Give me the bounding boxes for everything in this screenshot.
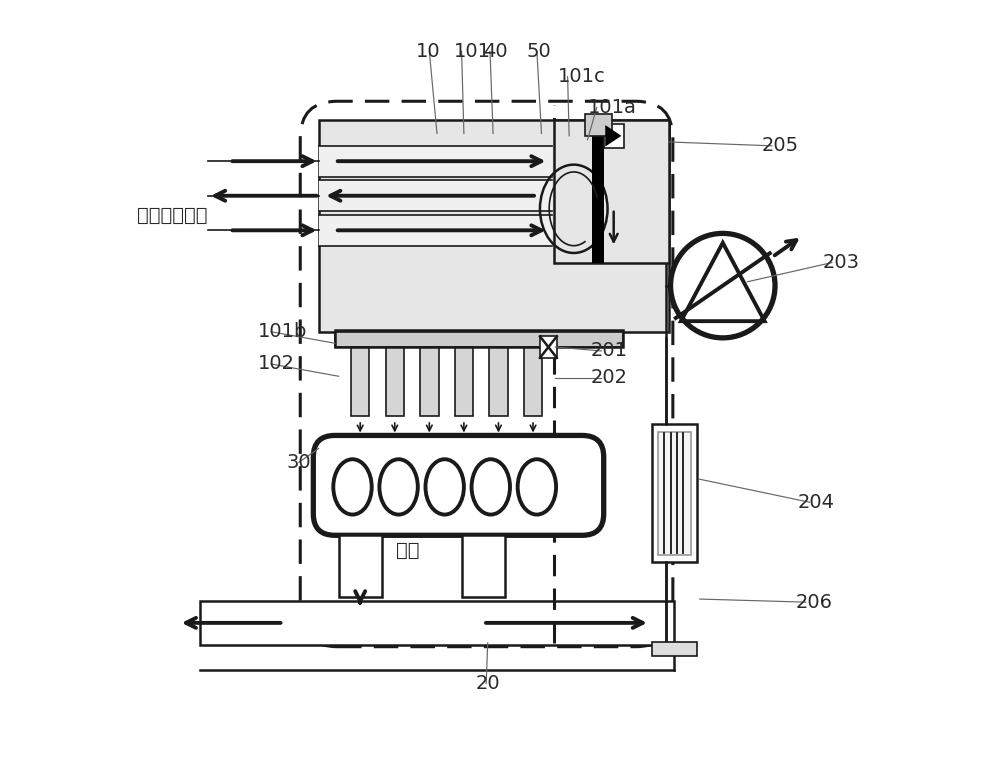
Ellipse shape [379, 460, 418, 514]
Bar [540, 336, 557, 358]
Text: 新鲜空气进气: 新鲜空气进气 [137, 205, 208, 224]
Ellipse shape [425, 460, 464, 514]
Text: 30: 30 [286, 453, 311, 472]
Bar [319, 180, 552, 211]
Ellipse shape [472, 460, 510, 514]
Ellipse shape [333, 460, 372, 514]
Text: 101: 101 [454, 42, 491, 61]
Bar [489, 347, 508, 416]
Bar [339, 535, 382, 597]
Bar [455, 347, 473, 416]
Bar [319, 146, 552, 177]
Text: 101b: 101b [258, 322, 307, 342]
Bar [335, 330, 623, 347]
Bar [524, 347, 542, 416]
Bar [652, 642, 697, 656]
Bar [386, 347, 404, 416]
Bar [585, 114, 612, 136]
Bar [652, 424, 697, 562]
Bar [335, 332, 623, 347]
Text: 204: 204 [798, 493, 835, 512]
Text: 203: 203 [823, 253, 860, 272]
Bar [592, 118, 604, 263]
Text: 206: 206 [796, 593, 833, 611]
Bar [462, 535, 505, 597]
Text: 50: 50 [527, 42, 552, 61]
Bar [420, 347, 439, 416]
Polygon shape [605, 125, 621, 146]
Bar [554, 120, 669, 263]
Text: 205: 205 [761, 136, 798, 155]
Bar [200, 601, 674, 645]
FancyBboxPatch shape [313, 436, 604, 535]
Text: 废气: 废气 [396, 541, 420, 561]
Circle shape [671, 234, 775, 338]
Text: 101c: 101c [558, 67, 605, 86]
Text: 202: 202 [591, 369, 628, 387]
Text: 102: 102 [258, 355, 295, 373]
Bar [319, 215, 552, 246]
Bar [658, 432, 691, 554]
Bar [604, 123, 624, 148]
Text: 40: 40 [483, 42, 508, 61]
Text: 101a: 101a [588, 98, 636, 117]
Ellipse shape [518, 460, 556, 514]
Bar [351, 347, 369, 416]
Bar [319, 120, 669, 332]
Text: 201: 201 [591, 342, 628, 360]
Text: 10: 10 [415, 42, 440, 61]
Text: 20: 20 [475, 674, 500, 693]
